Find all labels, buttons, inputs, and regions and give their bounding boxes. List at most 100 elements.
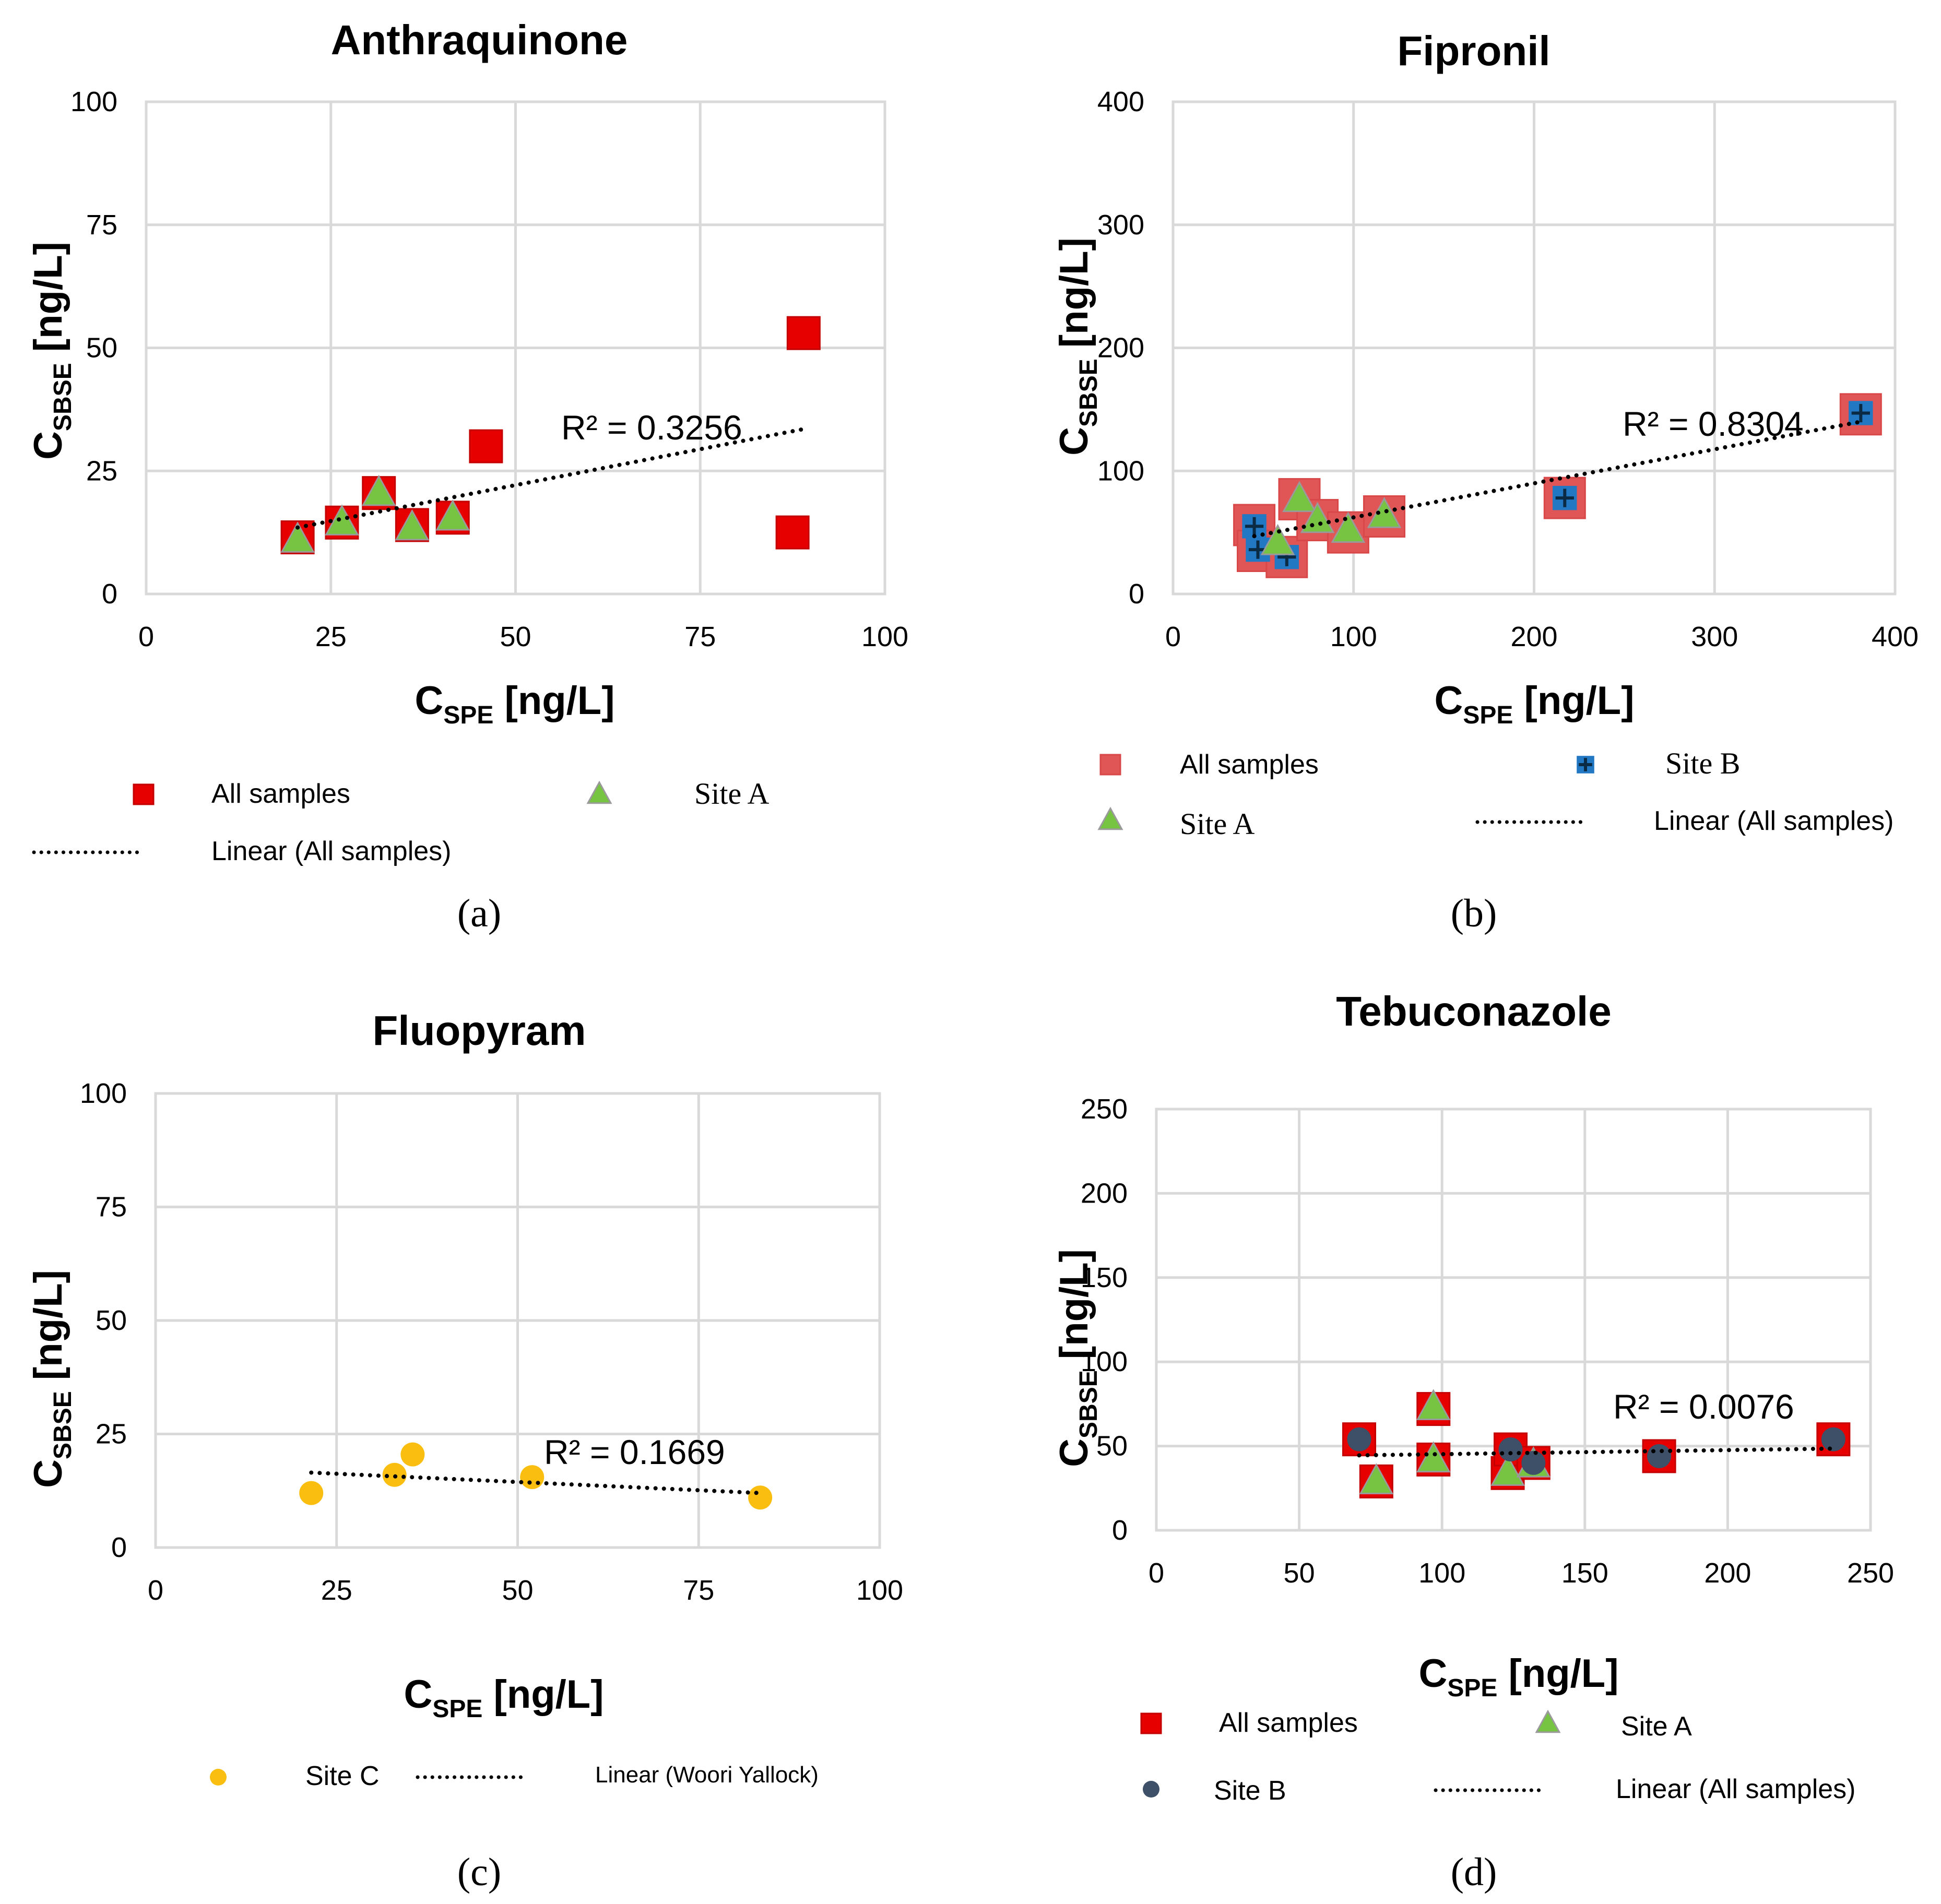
x-axis-label: CSPE [ng/L] [415, 679, 614, 729]
y-tick-label: 75 [86, 209, 117, 241]
x-tick-label: 25 [321, 1575, 352, 1606]
y-tick-label: 75 [96, 1192, 127, 1223]
y-tick-label: 100 [1097, 455, 1144, 486]
data-point [1647, 1444, 1672, 1468]
y-tick-label: 150 [1081, 1262, 1128, 1293]
x-tick-label: 300 [1691, 621, 1738, 652]
data-point [1300, 502, 1335, 533]
y-tick-label: 200 [1081, 1177, 1128, 1209]
legend-item: Linear (All samples) [1434, 1774, 1856, 1804]
y-axis-label: CSBSE [ng/L] [26, 1270, 77, 1488]
data-point [469, 429, 503, 463]
legend-item: Site B [1143, 1776, 1286, 1806]
data-point [1498, 1437, 1523, 1462]
chart-a: 0 25 50 75 100 0 25 50 75 100 Anthraquinone CSPE [n… [26, 17, 908, 935]
data-point [1849, 401, 1873, 425]
x-tick-label: 75 [684, 621, 716, 652]
x-tick-label: 150 [1561, 1557, 1608, 1589]
x-tick-label: 0 [138, 621, 154, 652]
plot-area [1171, 100, 1897, 596]
series-site-b [1347, 1427, 1845, 1475]
y-tick-label: 100 [70, 86, 117, 117]
legend-item: Site A [1535, 1709, 1692, 1742]
data-point [1521, 1450, 1546, 1475]
y-axis-label: CSBSE [ng/L] [1052, 1249, 1103, 1467]
y-tick-label: 400 [1097, 86, 1144, 117]
x-tick-label: 200 [1704, 1557, 1751, 1589]
x-tick-label: 50 [500, 621, 531, 652]
data-point [400, 1442, 425, 1467]
plot-area [145, 100, 886, 596]
x-tick-label: 100 [1330, 621, 1377, 652]
y-tick-label: 100 [1081, 1346, 1128, 1377]
legend-item: Linear (All samples) [1475, 806, 1894, 836]
x-axis-label: CSPE [ng/L] [1434, 679, 1634, 729]
legend-label: Linear (All samples) [1654, 806, 1894, 836]
legend-item: All samples [133, 779, 350, 809]
y-tick-label: 50 [96, 1305, 127, 1336]
data-point [786, 316, 821, 350]
data-point [280, 521, 315, 553]
legend-label: All samples [211, 779, 350, 809]
y-tick-label: 200 [1097, 332, 1144, 364]
legend-label: Site A [1180, 807, 1255, 841]
data-point [1260, 523, 1295, 555]
y-tick-label: 0 [111, 1532, 127, 1563]
legend-marker [1143, 1781, 1159, 1798]
x-tick-label: 75 [683, 1575, 714, 1606]
x-tick-label: 50 [502, 1575, 533, 1606]
x-tick-label: 0 [1149, 1557, 1164, 1589]
legend-marker [1099, 754, 1121, 776]
legend-label: Site A [694, 777, 770, 811]
legend-marker [210, 1769, 227, 1786]
data-point [1553, 485, 1577, 510]
x-tick-label: 100 [861, 621, 908, 652]
chart-title: Fipronil [1397, 28, 1550, 74]
legend-label: Linear (All samples) [1616, 1774, 1856, 1804]
data-point [1821, 1427, 1845, 1451]
y-tick-label: 250 [1081, 1093, 1128, 1125]
panel-label: (d) [1451, 1850, 1497, 1894]
x-tick-label: 0 [148, 1575, 163, 1606]
x-tick-label: 50 [1284, 1557, 1315, 1589]
r-squared-label: R² = 0.0076 [1613, 1387, 1794, 1426]
legend-item: Site B [1577, 746, 1740, 780]
y-tick-label: 25 [96, 1419, 127, 1450]
x-axis-label: CSPE [ng/L] [1418, 1651, 1618, 1702]
legend-label: Linear (All samples) [211, 836, 452, 866]
legend-item: Linear (All samples) [32, 836, 452, 866]
x-tick-label: 100 [1418, 1557, 1465, 1589]
chart-title: Anthraquinone [331, 17, 628, 63]
y-axis-label: CSBSE [ng/L] [26, 242, 77, 460]
series-site-a [1260, 481, 1402, 555]
data-point [1416, 1389, 1451, 1420]
trendline [309, 1470, 763, 1495]
legend-item: Site A [1097, 806, 1255, 841]
data-point [395, 509, 430, 541]
series-site-a [280, 474, 470, 553]
x-tick-label: 25 [315, 621, 347, 652]
y-tick-label: 50 [86, 332, 117, 364]
data-point [1359, 1463, 1394, 1495]
r-squared-label: R² = 0.8304 [1623, 404, 1804, 443]
panel-label: (a) [457, 891, 501, 935]
chart-b: 0 100 200 300 400 0 100 200 300 400 Fipronil CSPE [… [1052, 28, 1919, 935]
data-point [1490, 1455, 1525, 1486]
legend-item: Site C [210, 1761, 380, 1791]
r-squared-label: R² = 0.3256 [561, 408, 742, 447]
data-point [299, 1481, 324, 1505]
legend-label: All samples [1180, 749, 1319, 780]
data-point [775, 515, 810, 550]
x-tick-label: 200 [1510, 621, 1557, 652]
plot-area [1155, 1108, 1872, 1532]
legend-label: Linear (Woori Yallock) [595, 1762, 819, 1788]
legend-marker [133, 783, 155, 805]
chart-c: 0 25 50 75 100 0 25 50 75 100 Fluopyram CSPE [ng/L]… [26, 1007, 903, 1894]
x-tick-label: 400 [1872, 621, 1919, 652]
plot-area [154, 1092, 881, 1549]
y-tick-label: 50 [1096, 1431, 1128, 1462]
data-point [361, 474, 396, 506]
panel-label: (b) [1451, 891, 1497, 935]
data-point [1416, 1441, 1451, 1473]
